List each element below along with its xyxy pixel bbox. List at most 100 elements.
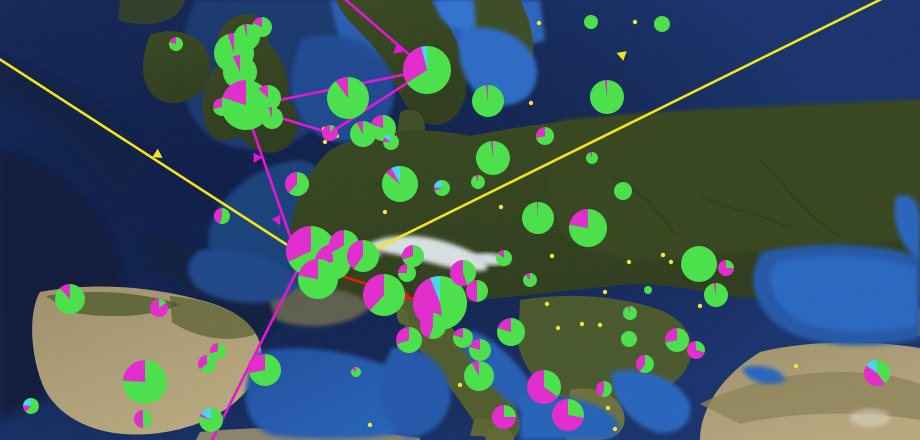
small-dot-marker[interactable] [549, 253, 555, 259]
pie-marker[interactable] [472, 84, 505, 117]
pie-marker[interactable] [350, 120, 377, 148]
pie-marker[interactable] [321, 125, 338, 141]
pie-marker[interactable] [718, 260, 734, 276]
pie-slice [485, 85, 488, 101]
small-dot-marker[interactable] [626, 259, 632, 265]
pie-marker[interactable] [168, 37, 183, 51]
pie-marker[interactable] [589, 79, 624, 114]
pie-marker[interactable] [492, 405, 516, 429]
pie-marker[interactable] [621, 331, 637, 347]
pie-marker[interactable] [569, 209, 608, 247]
small-dot-marker[interactable] [579, 321, 585, 327]
pie-marker[interactable] [198, 355, 217, 374]
pie-marker[interactable] [470, 175, 485, 189]
pie-marker[interactable] [347, 240, 380, 272]
pie-marker[interactable] [403, 45, 452, 94]
pie-slice [627, 306, 630, 313]
pie-marker[interactable] [248, 354, 281, 387]
pie-marker[interactable] [209, 343, 226, 359]
small-dot-marker[interactable] [605, 405, 611, 411]
pie-marker[interactable] [469, 339, 492, 361]
pie-slice [356, 121, 363, 134]
pie-marker[interactable] [614, 182, 632, 200]
pie-marker[interactable] [535, 127, 554, 145]
small-dot-marker[interactable] [597, 322, 603, 328]
pie-marker[interactable] [552, 399, 585, 431]
pie-marker[interactable] [213, 208, 230, 224]
pie-marker[interactable] [521, 202, 554, 234]
small-dot-marker[interactable] [668, 259, 674, 265]
pie-marker[interactable] [402, 245, 425, 267]
pie-marker[interactable] [585, 151, 598, 164]
small-dot-marker[interactable] [457, 382, 463, 388]
pie-marker[interactable] [199, 408, 224, 432]
pie-slice [383, 137, 391, 142]
pie-marker[interactable] [863, 359, 891, 387]
pie-marker[interactable] [636, 355, 655, 374]
pie-marker[interactable] [383, 134, 399, 150]
pie-slice [198, 355, 207, 370]
pie-marker[interactable] [261, 107, 284, 129]
pie-slice [466, 280, 477, 302]
pie-marker[interactable] [453, 328, 474, 348]
small-dot-marker[interactable] [367, 422, 373, 428]
small-dot-marker[interactable] [536, 20, 542, 26]
pie-marker[interactable] [396, 327, 423, 354]
pie-marker[interactable] [362, 274, 405, 316]
pie-marker[interactable] [584, 15, 598, 29]
pie-marker[interactable] [664, 328, 689, 353]
small-dot-marker[interactable] [660, 252, 666, 258]
pie-marker[interactable] [681, 246, 717, 282]
small-dot-marker[interactable] [612, 426, 618, 432]
pie-marker[interactable] [497, 318, 526, 347]
pie-slice [718, 260, 734, 276]
small-dot-marker[interactable] [602, 289, 608, 295]
pie-marker[interactable] [464, 361, 495, 391]
pie-marker[interactable] [251, 17, 272, 37]
pie-slice [23, 405, 31, 412]
pie-marker[interactable] [475, 140, 510, 175]
pie-marker[interactable] [595, 381, 612, 397]
pie-marker[interactable] [496, 250, 513, 266]
small-dot-marker[interactable] [632, 19, 638, 25]
pie-slice [568, 399, 585, 418]
small-dot-marker[interactable] [555, 325, 561, 331]
small-dot-marker[interactable] [697, 303, 703, 309]
pie-marker[interactable] [254, 85, 281, 111]
pie-slice [384, 134, 391, 142]
pie-slice [329, 230, 344, 254]
pie-marker[interactable] [526, 370, 561, 405]
pie-marker[interactable] [523, 273, 538, 287]
pie-marker[interactable] [134, 410, 152, 428]
pie-marker[interactable] [55, 284, 86, 315]
pie-marker[interactable] [703, 283, 728, 307]
pie-marker[interactable] [285, 172, 310, 196]
pie-marker[interactable] [297, 259, 338, 299]
pie-marker[interactable] [382, 166, 419, 202]
small-dot-marker[interactable] [528, 100, 534, 106]
small-dot-marker[interactable] [544, 301, 550, 307]
pie-marker[interactable] [449, 260, 476, 286]
small-dot-marker[interactable] [793, 363, 799, 369]
small-dot-marker[interactable] [382, 209, 388, 215]
pie-slice [523, 273, 538, 287]
pie-marker[interactable] [23, 398, 39, 414]
pie-marker[interactable] [434, 180, 450, 196]
pie-marker[interactable] [327, 76, 370, 120]
pie-marker[interactable] [654, 16, 670, 32]
pie-marker[interactable] [420, 313, 447, 339]
small-dot-marker[interactable] [322, 139, 328, 145]
pie-marker[interactable] [149, 299, 168, 318]
pie-marker[interactable] [122, 360, 167, 404]
pie-marker[interactable] [687, 341, 706, 359]
pie-marker[interactable] [466, 280, 488, 302]
pie-marker[interactable] [350, 367, 361, 378]
small-dot-marker[interactable] [498, 204, 504, 210]
pie-marker[interactable] [398, 264, 416, 282]
pie-marker[interactable] [212, 98, 231, 117]
pie-marker[interactable] [622, 306, 637, 320]
pie-slice [434, 187, 442, 191]
pie-marker[interactable] [644, 286, 652, 294]
